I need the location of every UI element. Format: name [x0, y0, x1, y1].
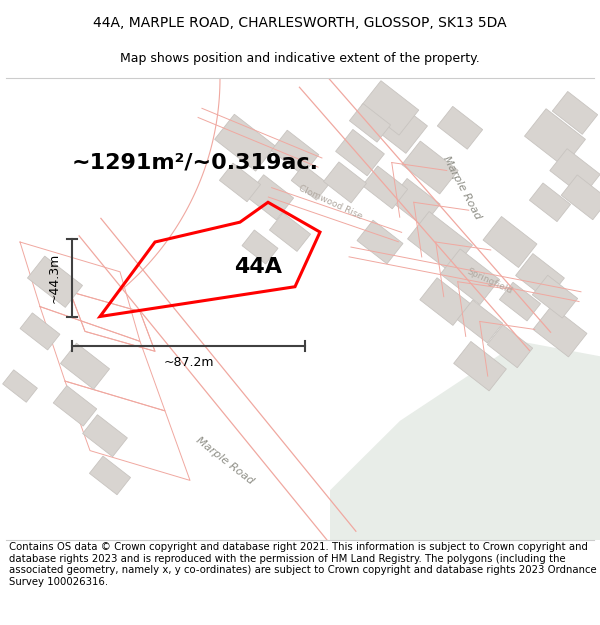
Polygon shape: [220, 163, 260, 202]
Text: ~87.2m: ~87.2m: [163, 356, 214, 369]
Text: Marple Road: Marple Road: [441, 154, 483, 221]
Polygon shape: [532, 275, 578, 318]
Polygon shape: [215, 114, 275, 171]
Polygon shape: [402, 141, 458, 194]
Polygon shape: [553, 91, 598, 134]
Text: Clomwood Rise: Clomwood Rise: [297, 184, 363, 221]
Polygon shape: [457, 300, 503, 343]
Text: Contains OS data © Crown copyright and database right 2021. This information is : Contains OS data © Crown copyright and d…: [9, 542, 596, 587]
Text: 44A: 44A: [234, 257, 282, 277]
Polygon shape: [269, 213, 311, 251]
Polygon shape: [2, 370, 37, 402]
Polygon shape: [550, 149, 600, 196]
Polygon shape: [529, 183, 571, 222]
Polygon shape: [271, 130, 319, 175]
Polygon shape: [357, 220, 403, 264]
Polygon shape: [361, 81, 419, 135]
Polygon shape: [83, 415, 127, 457]
Polygon shape: [420, 278, 470, 326]
Text: 44A, MARPLE ROAD, CHARLESWORTH, GLOSSOP, SK13 5DA: 44A, MARPLE ROAD, CHARLESWORTH, GLOSSOP,…: [93, 16, 507, 31]
Text: ~44.3m: ~44.3m: [47, 253, 61, 303]
Polygon shape: [291, 165, 329, 200]
Polygon shape: [28, 256, 83, 308]
Polygon shape: [390, 179, 440, 226]
Text: Marple Road: Marple Road: [194, 435, 256, 486]
Polygon shape: [524, 109, 586, 167]
Polygon shape: [487, 325, 533, 368]
Polygon shape: [499, 282, 541, 321]
Polygon shape: [454, 341, 506, 391]
Polygon shape: [330, 341, 600, 540]
Polygon shape: [362, 92, 427, 153]
Polygon shape: [483, 216, 537, 268]
Polygon shape: [437, 106, 482, 149]
Polygon shape: [533, 306, 587, 357]
Polygon shape: [407, 211, 472, 272]
Polygon shape: [53, 386, 97, 426]
Polygon shape: [61, 343, 110, 389]
Polygon shape: [89, 456, 131, 495]
Polygon shape: [20, 313, 60, 350]
Polygon shape: [335, 129, 385, 176]
Polygon shape: [247, 175, 293, 220]
Polygon shape: [362, 166, 407, 209]
Polygon shape: [323, 162, 367, 203]
Polygon shape: [349, 104, 391, 142]
Text: Map shows position and indicative extent of the property.: Map shows position and indicative extent…: [120, 52, 480, 65]
Text: ~1291m²/~0.319ac.: ~1291m²/~0.319ac.: [71, 152, 319, 173]
Text: Springfield: Springfield: [466, 268, 514, 296]
Polygon shape: [242, 230, 278, 264]
Polygon shape: [515, 254, 565, 300]
Polygon shape: [561, 175, 600, 220]
Polygon shape: [440, 249, 500, 304]
